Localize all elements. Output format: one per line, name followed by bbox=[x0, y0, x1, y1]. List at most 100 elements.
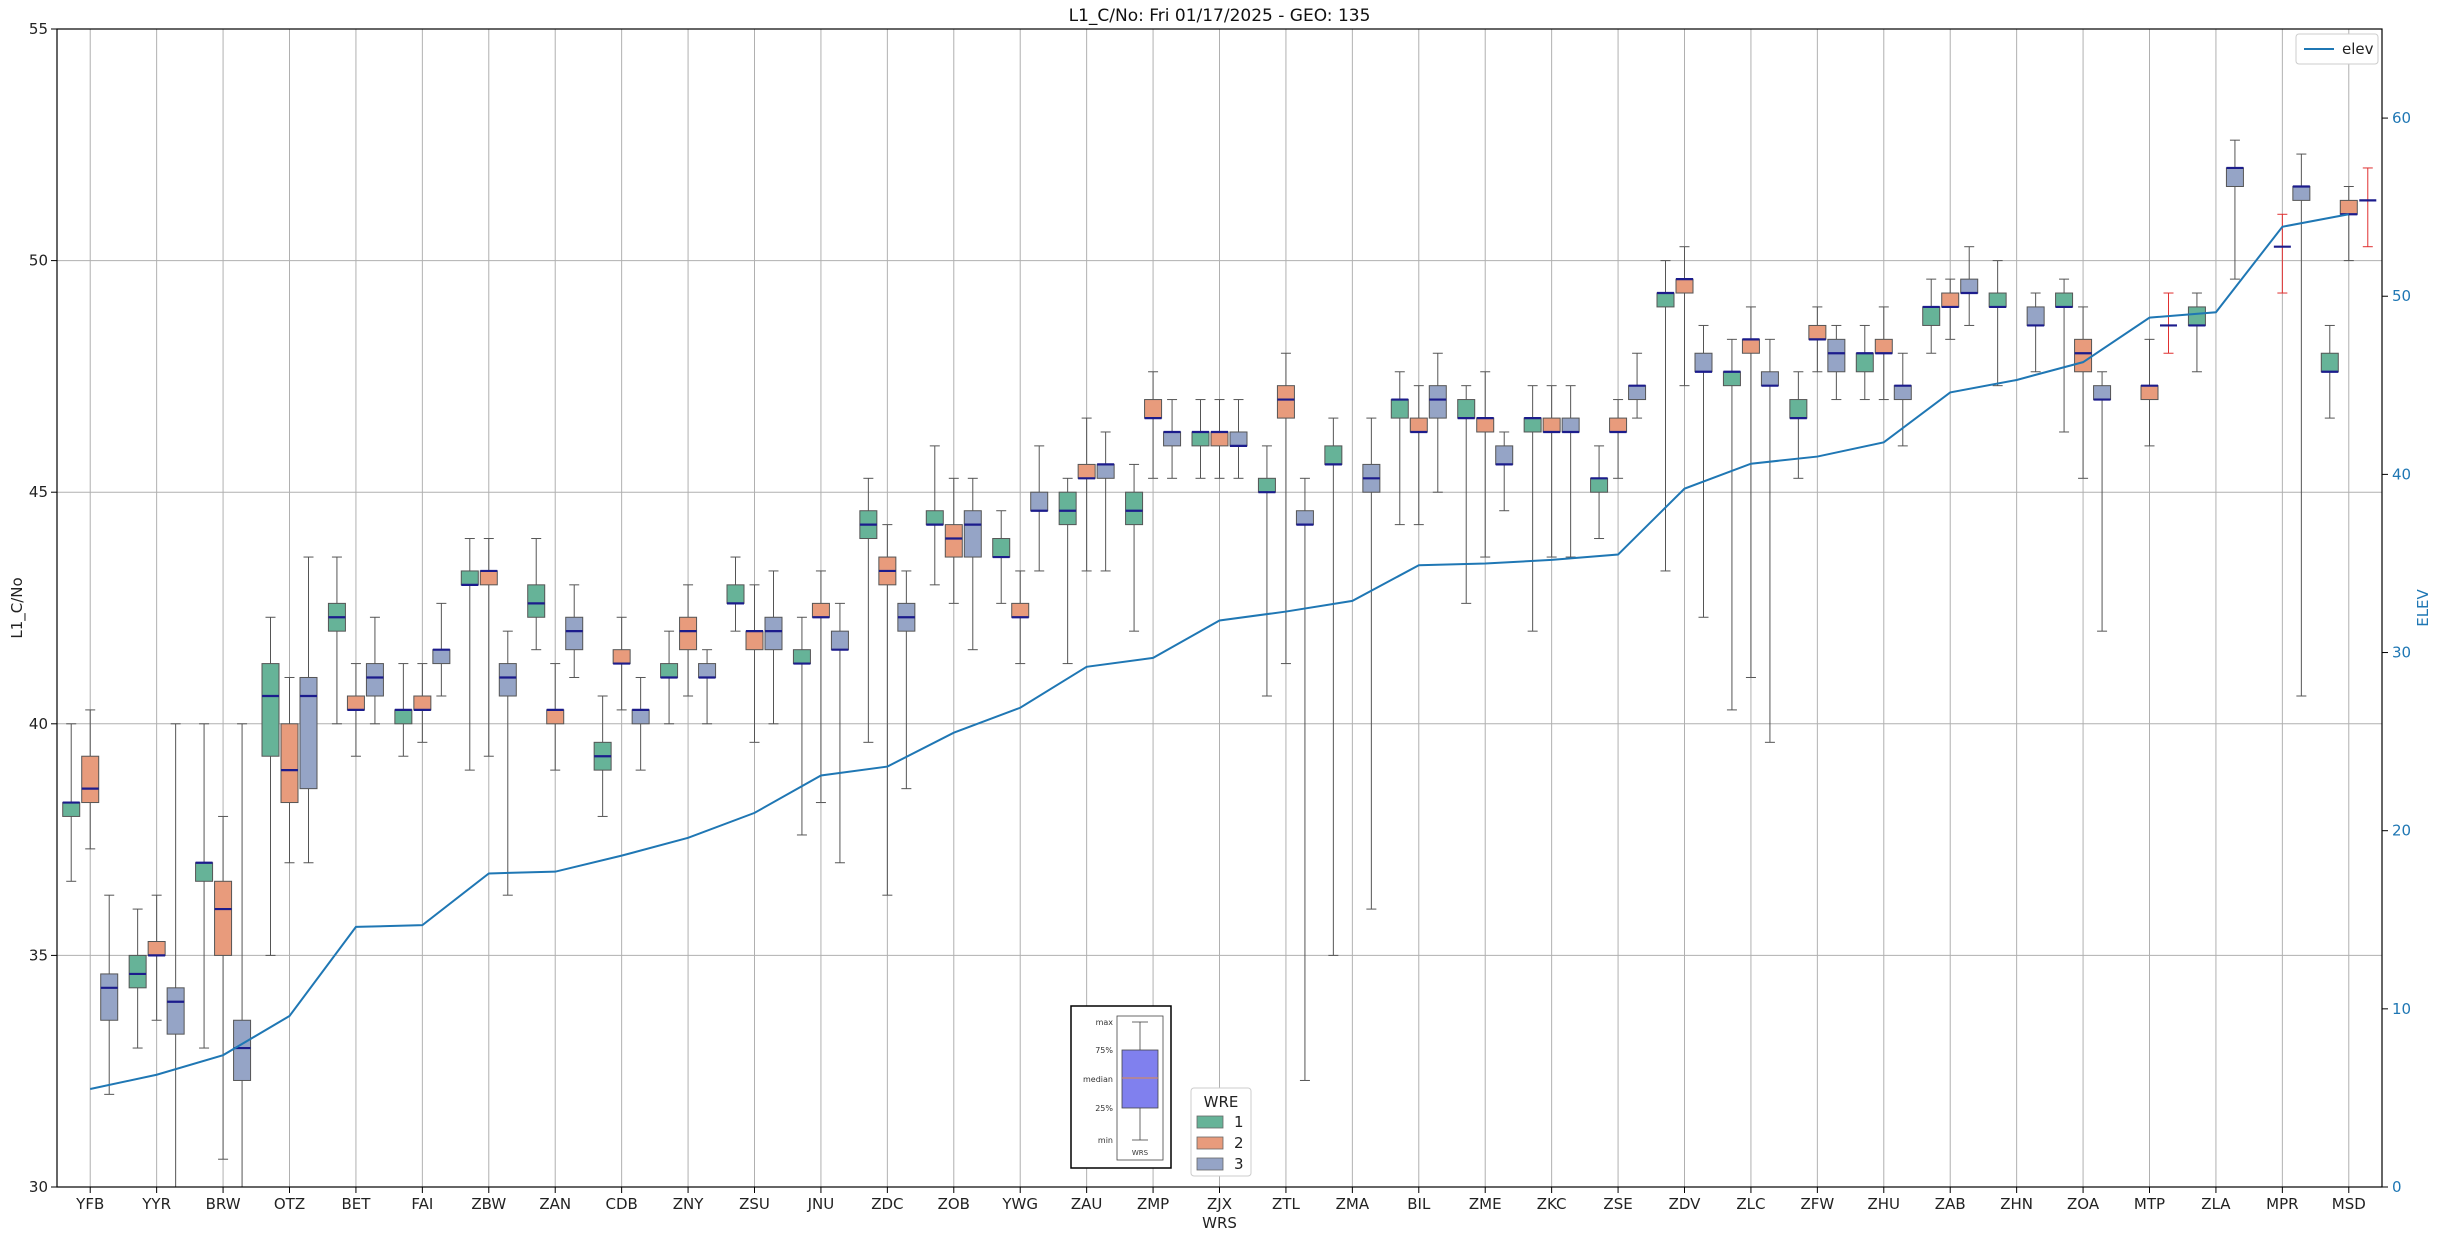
iqr-box bbox=[394, 709, 413, 725]
iqr-box bbox=[992, 538, 1011, 558]
iqr-box bbox=[233, 1019, 252, 1081]
iqr-box bbox=[2320, 352, 2339, 373]
x-tick-label: ZFW bbox=[1800, 1195, 1834, 1213]
box-zhn-wre3 bbox=[2026, 292, 2045, 373]
iqr-box bbox=[1144, 399, 1163, 419]
iqr-box bbox=[1789, 399, 1808, 419]
x-tick-label: ZDC bbox=[871, 1195, 903, 1213]
x-tick-label: JNU bbox=[807, 1195, 835, 1213]
iqr-box bbox=[195, 862, 214, 882]
box-zob-wre1 bbox=[925, 445, 944, 586]
box-zmp-wre1 bbox=[1125, 463, 1144, 632]
box-zny-wre1 bbox=[660, 630, 679, 725]
y-axis-label: L1_C/No bbox=[8, 577, 27, 638]
iqr-box bbox=[1609, 417, 1628, 433]
box-zse-wre1 bbox=[1590, 445, 1609, 540]
iqr-box bbox=[612, 649, 631, 665]
iqr-box bbox=[726, 584, 745, 604]
elev-legend-label: elev bbox=[2342, 40, 2374, 58]
iqr-box bbox=[1855, 352, 1874, 373]
x-tick-label: BET bbox=[341, 1195, 371, 1213]
iqr-box bbox=[460, 570, 479, 586]
iqr-box bbox=[1295, 510, 1314, 526]
box-zny-wre3 bbox=[698, 649, 717, 725]
iqr-box bbox=[2292, 185, 2311, 201]
x-tick-label: ZJX bbox=[1207, 1195, 1232, 1213]
iqr-box bbox=[479, 570, 498, 586]
iqr-box bbox=[1722, 371, 1741, 387]
box-ztl-wre3 bbox=[1295, 477, 1314, 1081]
iqr-box bbox=[62, 802, 81, 817]
box-mpr-wre2 bbox=[2273, 213, 2291, 294]
iqr-box bbox=[2074, 338, 2093, 373]
wre-legend-swatch-1 bbox=[1196, 1115, 1224, 1129]
x-tick-label: ZBW bbox=[471, 1195, 506, 1213]
x-tick-label: BRW bbox=[206, 1195, 241, 1213]
x-tick-label: ZKC bbox=[1537, 1195, 1567, 1213]
x-tick-label: MPR bbox=[2266, 1195, 2298, 1213]
box-zau-wre1 bbox=[1058, 477, 1077, 665]
iqr-box bbox=[1874, 338, 1893, 354]
iqr-box bbox=[1827, 338, 1846, 373]
box-zoa-wre1 bbox=[2055, 278, 2074, 433]
iqr-box bbox=[1428, 385, 1447, 419]
box-bil-wre2 bbox=[1409, 385, 1428, 526]
inset-label-75: 75% bbox=[1095, 1046, 1113, 1055]
box-zsu-wre2 bbox=[745, 584, 764, 743]
box-otz-wre2 bbox=[280, 676, 299, 864]
iqr-box bbox=[1011, 602, 1030, 618]
box-zdv-wre2 bbox=[1675, 246, 1694, 387]
iqr-box bbox=[1125, 491, 1144, 526]
iqr-box bbox=[1675, 278, 1694, 294]
box-zdv-wre1 bbox=[1656, 260, 1675, 572]
iqr-box bbox=[1941, 292, 1960, 308]
iqr-box bbox=[1191, 431, 1210, 447]
box-msd-wre2 bbox=[2339, 185, 2358, 262]
box-zny-wre2 bbox=[679, 584, 698, 697]
box-zfw-wre3 bbox=[1827, 324, 1846, 401]
iqr-box bbox=[2026, 306, 2045, 326]
box-yfb-wre1 bbox=[62, 723, 81, 882]
box-cdb-wre2 bbox=[612, 616, 631, 711]
iqr-box bbox=[1960, 278, 1979, 294]
box-yfb-wre3 bbox=[100, 894, 119, 1095]
x-tick-label: ZHU bbox=[1868, 1195, 1901, 1213]
box-ywg-wre2 bbox=[1011, 570, 1030, 665]
iqr-box bbox=[546, 709, 565, 725]
wre-legend-label-1: 1 bbox=[1234, 1113, 1244, 1131]
wre-legend-swatch-2 bbox=[1196, 1136, 1224, 1150]
iqr-box bbox=[2055, 292, 2074, 308]
inset-label-min: min bbox=[1098, 1136, 1113, 1145]
box-zab-wre2 bbox=[1941, 278, 1960, 340]
box-zlc-wre2 bbox=[1741, 306, 1760, 678]
box-yfb-wre2 bbox=[81, 709, 100, 850]
box-zlc-wre1 bbox=[1722, 338, 1741, 711]
box-zdv-wre3 bbox=[1694, 324, 1713, 618]
wre-legend-swatch-3 bbox=[1196, 1157, 1224, 1171]
iqr-box bbox=[1257, 477, 1276, 493]
iqr-box bbox=[1077, 463, 1096, 479]
box-zan-wre3 bbox=[565, 584, 584, 678]
y-tick-label: 45 bbox=[29, 483, 48, 501]
box-zob-wre3 bbox=[963, 477, 982, 651]
iqr-box bbox=[830, 630, 849, 651]
box-jnu-wre1 bbox=[792, 616, 811, 836]
axes: 30 35 40 45 50 55 0 10 20 30 40 50 60 YFB YYR BRW OTZ BET… bbox=[29, 20, 2411, 1213]
box-otz-wre3 bbox=[299, 556, 318, 864]
iqr-box bbox=[280, 723, 299, 804]
boxplot-key-inset: max 75% median 25% min WRS bbox=[1070, 1005, 1172, 1169]
y-tick-label: 55 bbox=[29, 20, 48, 38]
box-cdb-wre1 bbox=[593, 695, 612, 817]
y-tick-label: 30 bbox=[29, 1178, 48, 1196]
iqr-box bbox=[1390, 399, 1409, 419]
chart-title: L1_C/No: Fri 01/17/2025 - GEO: 135 bbox=[1069, 6, 1371, 26]
y2-tick-label: 30 bbox=[2392, 644, 2411, 662]
elev-legend: elev bbox=[2295, 33, 2379, 65]
x-tick-label: ZTL bbox=[1272, 1195, 1300, 1213]
iqr-box bbox=[1808, 324, 1827, 340]
box-zhu-wre3 bbox=[1893, 352, 1912, 447]
inset-label-median: median bbox=[1083, 1075, 1113, 1084]
box-ztl-wre2 bbox=[1276, 352, 1295, 665]
x-tick-label: CDB bbox=[605, 1195, 637, 1213]
box-zdc-wre2 bbox=[878, 524, 897, 896]
